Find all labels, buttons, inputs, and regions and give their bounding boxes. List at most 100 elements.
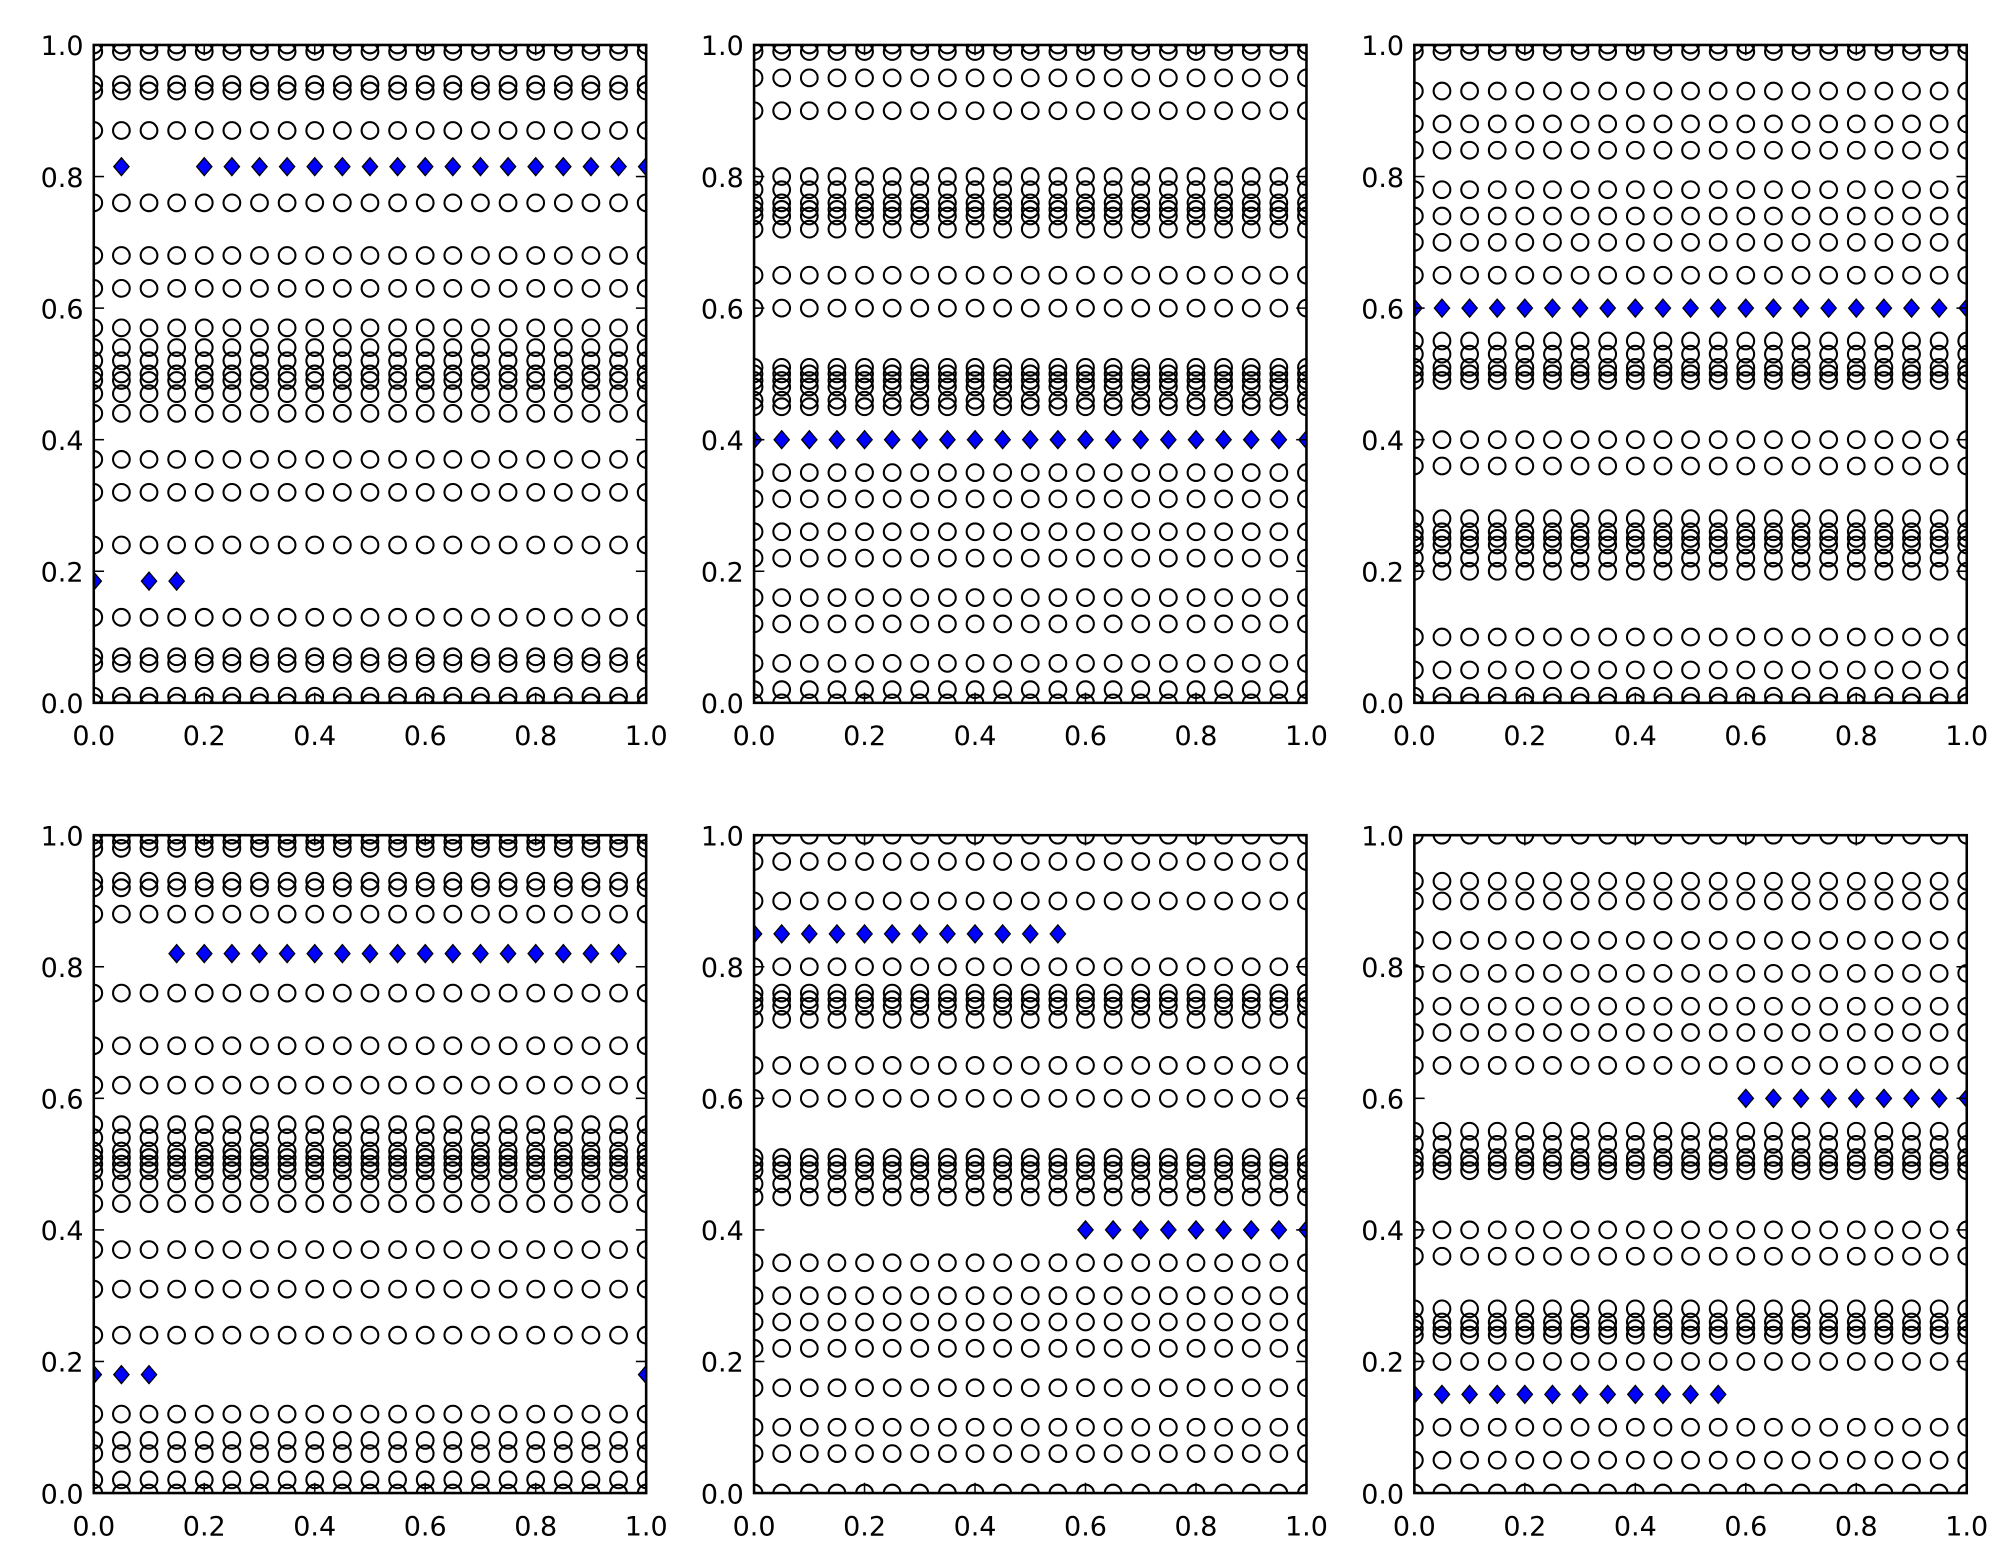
y-tick-label: 0.0 xyxy=(41,689,84,720)
circle-point xyxy=(1874,114,1894,134)
circle-point xyxy=(1846,1325,1866,1345)
circle-point xyxy=(1598,1154,1618,1174)
diamond-point xyxy=(994,923,1012,944)
circle-point xyxy=(1158,219,1178,239)
circle-point xyxy=(1543,44,1562,61)
y-tick-label: 1.0 xyxy=(41,821,84,852)
circle-point xyxy=(1819,548,1839,568)
circle-point xyxy=(471,1325,490,1345)
circle-point xyxy=(827,101,847,121)
circle-point xyxy=(1543,1417,1562,1437)
circle-point xyxy=(332,384,352,404)
circle-point xyxy=(772,588,792,607)
circle-point xyxy=(1625,1121,1645,1141)
circle-point xyxy=(609,482,628,502)
circle-point xyxy=(1929,1450,1949,1470)
circle-point xyxy=(443,1240,463,1260)
circle-point xyxy=(1625,344,1645,364)
circle-point xyxy=(1460,1121,1479,1141)
circle-point xyxy=(1874,963,1894,983)
circle-point xyxy=(910,1088,930,1108)
circle-point xyxy=(1214,1312,1233,1332)
circle-point xyxy=(1158,1286,1178,1306)
circle-point xyxy=(1103,200,1123,219)
circle-point xyxy=(1736,180,1756,200)
circle-point xyxy=(1186,1056,1206,1075)
circle-point xyxy=(1048,1312,1068,1332)
diamond-point xyxy=(800,429,818,450)
circle-point xyxy=(194,81,214,101)
x-tick-label: 0.6 xyxy=(1724,1511,1767,1542)
circle-point xyxy=(360,246,380,265)
diamond-point xyxy=(1104,429,1122,450)
circle-point xyxy=(1764,835,1783,845)
circle-point xyxy=(1076,44,1095,61)
circle-point xyxy=(443,871,463,891)
circle-point xyxy=(526,1141,546,1161)
circle-point xyxy=(1929,686,1949,703)
circle-point xyxy=(1269,548,1289,568)
circle-point xyxy=(1414,522,1424,542)
circle-point xyxy=(305,1431,325,1450)
circle-point xyxy=(167,835,187,852)
circle-point xyxy=(1076,1174,1095,1194)
circle-point xyxy=(1957,1056,1967,1075)
circle-point xyxy=(1681,1121,1700,1141)
circle-point xyxy=(910,167,930,186)
circle-point xyxy=(250,904,269,924)
circle-point xyxy=(1186,364,1206,384)
circle-point xyxy=(167,1174,187,1194)
circle-point xyxy=(1653,871,1673,891)
circle-point xyxy=(1929,1483,1949,1494)
circle-point xyxy=(1598,561,1618,581)
circle-point xyxy=(1598,522,1618,542)
circle-point xyxy=(938,489,957,509)
circle-point xyxy=(1158,522,1178,542)
circle-point xyxy=(415,1444,435,1463)
circle-point xyxy=(910,1161,930,1181)
circle-point xyxy=(910,371,930,390)
circle-point xyxy=(222,1470,242,1490)
circle-point xyxy=(1214,1417,1233,1437)
circle-point xyxy=(277,1483,297,1494)
circle-point xyxy=(1819,1325,1839,1345)
circle-point xyxy=(360,1483,380,1494)
circle-point xyxy=(305,871,325,891)
circle-point xyxy=(1929,357,1949,377)
circle-point xyxy=(305,318,325,338)
circle-point xyxy=(332,1444,352,1463)
circle-point xyxy=(1543,1246,1562,1266)
circle-point xyxy=(609,371,628,390)
circle-point xyxy=(938,693,957,703)
circle-point xyxy=(1902,1023,1921,1042)
circle-point xyxy=(1598,686,1618,703)
circle-point xyxy=(938,397,957,417)
circle-point xyxy=(1791,114,1811,134)
circle-point xyxy=(1414,891,1424,911)
circle-point xyxy=(139,1325,159,1345)
x-tick-label: 0.8 xyxy=(1835,1511,1878,1542)
circle-point xyxy=(1515,561,1535,581)
circle-point xyxy=(1625,1148,1645,1167)
circle-point xyxy=(1653,1325,1673,1345)
circle-point xyxy=(1625,561,1645,581)
circle-point xyxy=(167,1325,187,1345)
x-tick-label: 0.4 xyxy=(293,721,336,752)
circle-point xyxy=(609,647,628,667)
y-tick-label: 0.0 xyxy=(1361,689,1404,720)
circle-point xyxy=(388,1404,407,1424)
circle-point xyxy=(827,1154,847,1174)
circle-point xyxy=(772,377,792,397)
circle-point xyxy=(250,318,269,338)
circle-point xyxy=(305,1194,325,1213)
circle-point xyxy=(1570,686,1590,703)
circle-point xyxy=(1214,265,1233,285)
circle-point xyxy=(1048,957,1068,977)
circle-point xyxy=(1297,1253,1307,1273)
circle-point xyxy=(1846,114,1866,134)
circle-point xyxy=(305,44,325,61)
circle-point xyxy=(139,904,159,924)
x-tick-label: 0.0 xyxy=(1393,1511,1436,1542)
circle-point xyxy=(938,653,957,673)
circle-point xyxy=(1515,232,1535,252)
